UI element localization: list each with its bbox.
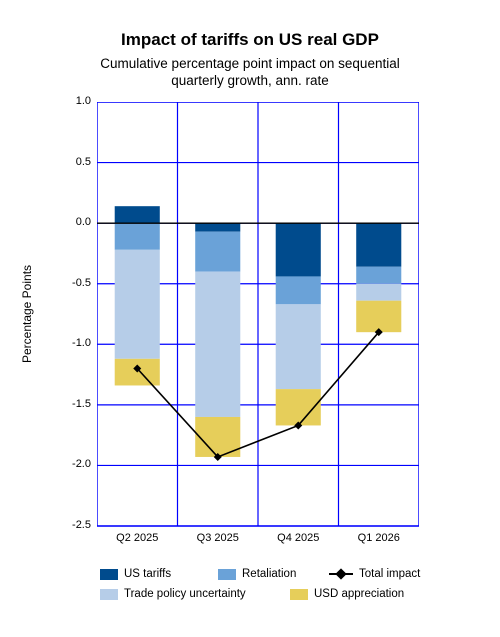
y-tick-label: 1.0 xyxy=(76,95,91,107)
bar-segment xyxy=(115,250,160,359)
x-tick-label: Q4 2025 xyxy=(277,532,319,544)
chart-subtitle: Cumulative percentage point impact on se… xyxy=(0,56,500,90)
chart-svg: Q2 2025 Q3 2025 Q4 2025 Q1 2026 xyxy=(97,102,419,546)
legend-item-tpu: Trade policy uncertainty xyxy=(100,588,246,600)
bar-segment xyxy=(356,267,401,284)
legend-swatch xyxy=(290,589,308,600)
legend-label: Total impact xyxy=(359,568,420,580)
legend-label: Trade policy uncertainty xyxy=(124,588,246,600)
y-axis-label: Percentage Points xyxy=(20,265,34,363)
legend-swatch xyxy=(100,589,118,600)
y-tick-label: -1.0 xyxy=(72,337,91,349)
chart-title: Impact of tariffs on US real GDP xyxy=(0,30,500,50)
bar-segment xyxy=(356,223,401,267)
bar-segment xyxy=(276,276,321,304)
bar-segment xyxy=(276,223,321,276)
legend-swatch xyxy=(218,569,236,580)
bar-segment xyxy=(356,301,401,332)
legend-item-us_tariffs: US tariffs xyxy=(100,568,171,580)
legend-item-retaliation: Retaliation xyxy=(218,568,296,580)
legend-label: US tariffs xyxy=(124,568,171,580)
bar-segment xyxy=(356,284,401,301)
x-tick-label: Q1 2026 xyxy=(358,532,400,544)
y-tick-label: -0.5 xyxy=(72,277,91,289)
x-tick-label: Q2 2025 xyxy=(116,532,158,544)
bar-segment xyxy=(115,206,160,223)
legend-item-usd: USD appreciation xyxy=(290,588,404,600)
bar-segment xyxy=(115,223,160,250)
page: Impact of tariffs on US real GDP Cumulat… xyxy=(0,0,500,637)
legend-swatch xyxy=(100,569,118,580)
y-tick-label: 0.0 xyxy=(76,216,91,228)
bar-segment xyxy=(195,223,240,231)
y-tick-label: -1.5 xyxy=(72,398,91,410)
bar-segment xyxy=(195,232,240,272)
legend-label: USD appreciation xyxy=(314,588,404,600)
legend-label: Retaliation xyxy=(242,568,296,580)
bar-segment xyxy=(276,304,321,389)
y-tick-label: -2.0 xyxy=(72,458,91,470)
x-tick-label: Q3 2025 xyxy=(197,532,239,544)
legend-swatch xyxy=(329,568,353,580)
chart: Q2 2025 Q3 2025 Q4 2025 Q1 2026 xyxy=(97,102,419,546)
y-tick-label: 0.5 xyxy=(76,156,91,168)
bar-segment xyxy=(195,272,240,417)
y-tick-label: -2.5 xyxy=(72,519,91,531)
legend-item-total: Total impact xyxy=(329,568,420,580)
